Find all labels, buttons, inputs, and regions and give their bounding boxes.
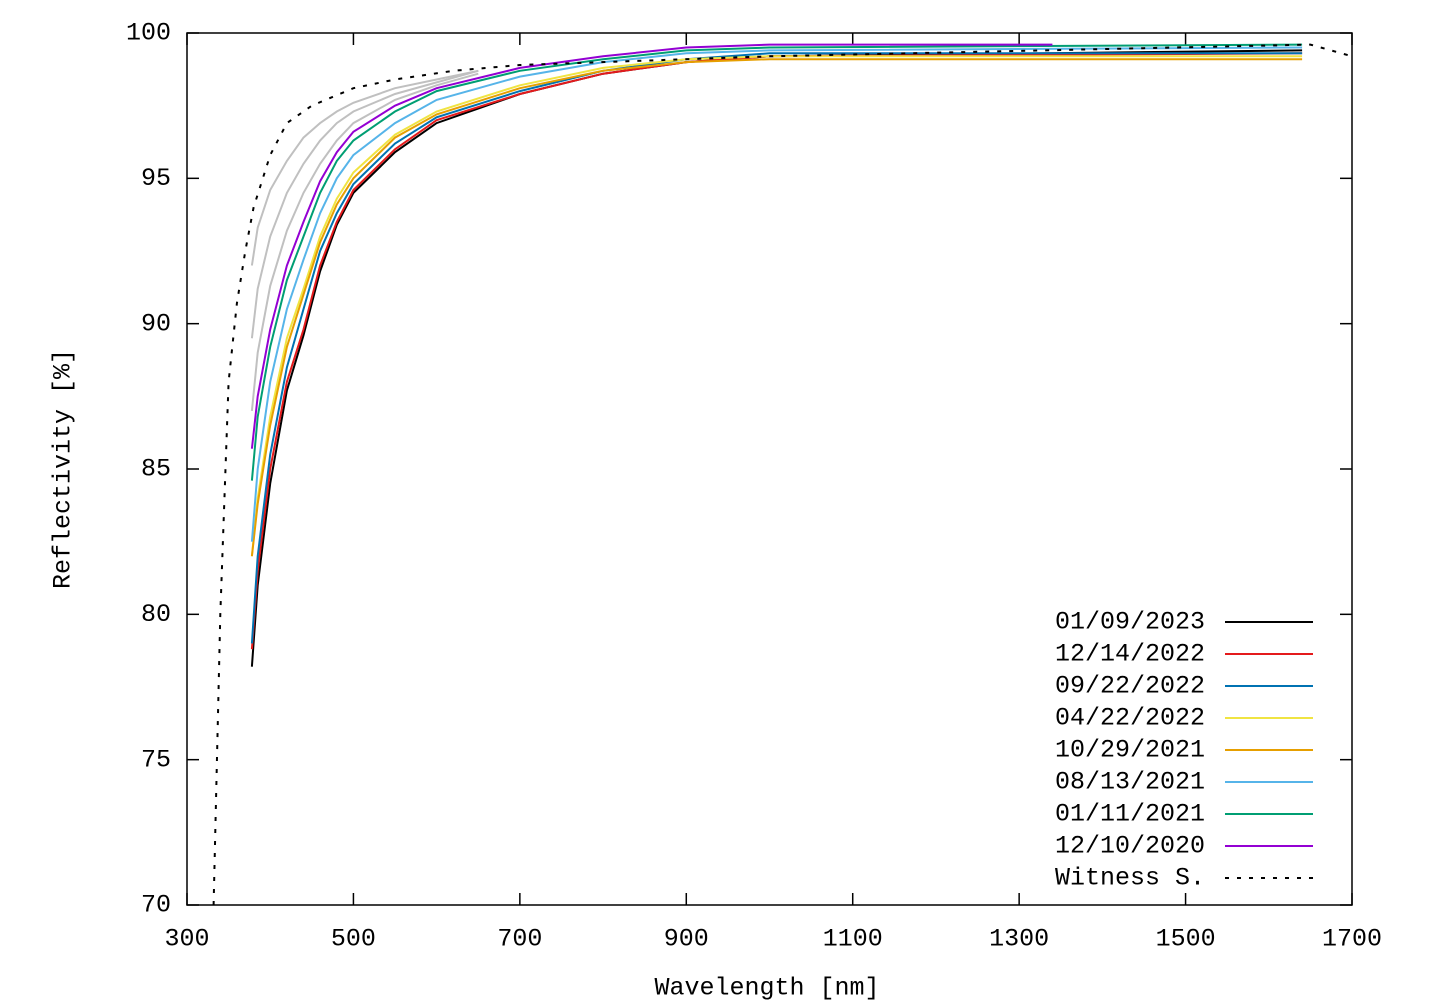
x-tick-label: 700	[497, 925, 542, 954]
legend-label: 04/22/2022	[1055, 704, 1205, 733]
series-line	[250, 69, 479, 266]
y-tick-label: 95	[141, 164, 171, 193]
series-line	[212, 43, 1352, 905]
x-axis-label: Wavelength [nm]	[654, 974, 879, 1003]
x-tick-label: 1300	[989, 925, 1049, 954]
plot-border	[186, 32, 1353, 906]
legend-label: 01/11/2021	[1055, 800, 1205, 829]
series-line	[250, 43, 1303, 481]
x-tick-label: 900	[664, 925, 709, 954]
series-line	[250, 46, 1303, 542]
y-tick-label: 70	[141, 891, 171, 920]
y-tick-label: 90	[141, 309, 171, 338]
legend-label: 08/13/2021	[1055, 768, 1205, 797]
legend-label: 09/22/2022	[1055, 672, 1205, 701]
series-line	[250, 43, 1053, 449]
x-tick-label: 1500	[1156, 925, 1216, 954]
series-line	[250, 72, 479, 411]
y-tick-label: 85	[141, 455, 171, 484]
series-line	[250, 58, 1303, 557]
legend-label: Witness S.	[1055, 864, 1205, 893]
series-line	[250, 55, 1303, 557]
x-tick-label: 500	[331, 925, 376, 954]
y-axis-label: Reflectivity [%]	[49, 349, 78, 589]
y-tick-label: 75	[141, 745, 171, 774]
legend-label: 10/29/2021	[1055, 736, 1205, 765]
x-tick-label: 300	[164, 925, 209, 954]
legend-label: 12/10/2020	[1055, 832, 1205, 861]
x-tick-label: 1700	[1322, 925, 1382, 954]
legend-label: 01/09/2023	[1055, 608, 1205, 637]
x-tick-label: 1100	[823, 925, 883, 954]
series-line	[250, 49, 1303, 667]
series-line	[250, 69, 479, 339]
legend-label: 12/14/2022	[1055, 640, 1205, 669]
y-tick-label: 80	[141, 600, 171, 629]
y-tick-label: 100	[126, 19, 171, 48]
